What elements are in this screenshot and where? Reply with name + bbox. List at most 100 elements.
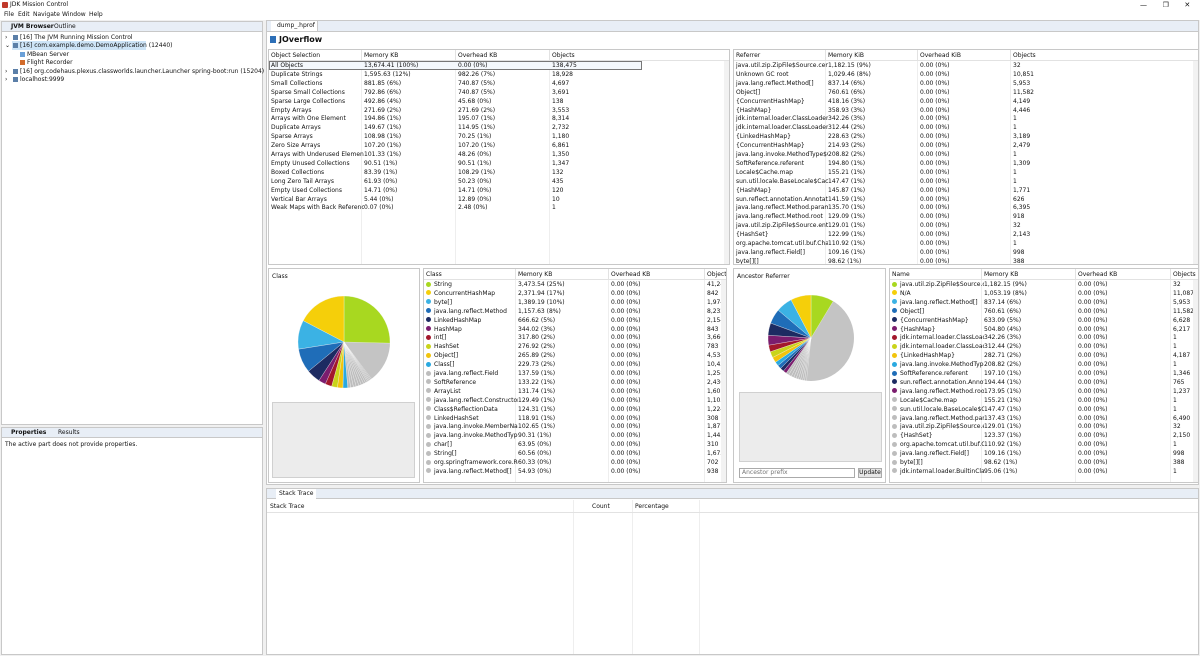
table-cell[interactable]: 881.85 (6%): [364, 79, 402, 87]
table-cell[interactable]: 5,953: [1013, 79, 1031, 87]
table-cell[interactable]: jdk.internal.loader.ClassLoaders$P: [890, 342, 984, 351]
table-cell[interactable]: 0.00 (0%): [920, 159, 950, 167]
tree-toggle[interactable]: ›: [5, 68, 8, 75]
table-cell[interactable]: String[]: [424, 449, 518, 458]
window-controls[interactable]: — ❐ ✕: [1140, 1, 1191, 9]
tree-item[interactable]: MBean Server: [27, 51, 70, 58]
table-cell[interactable]: 208.82 (2%): [828, 151, 866, 158]
table-cell[interactable]: 1: [1013, 168, 1017, 176]
table-cell[interactable]: 0.00 (0%): [1078, 370, 1108, 377]
table-cell[interactable]: 228.63 (2%): [828, 133, 866, 141]
table-cell[interactable]: 308: [707, 414, 719, 422]
table-cell[interactable]: 102.65 (1%): [518, 423, 556, 431]
panel-tab[interactable]: Results: [58, 429, 80, 436]
table-cell[interactable]: {HashSet}: [890, 431, 984, 440]
table-cell[interactable]: 783: [707, 343, 719, 351]
tree-item[interactable]: Flight Recorder: [27, 59, 73, 66]
table-cell[interactable]: Sparse Arrays: [271, 133, 313, 141]
table-cell[interactable]: Boxed Collections: [271, 168, 325, 176]
table-cell[interactable]: Locale$Cache.map: [890, 396, 984, 405]
table-cell[interactable]: 1: [1173, 467, 1177, 475]
table-cell[interactable]: Object[]: [424, 351, 518, 360]
table-cell[interactable]: 50.23 (0%): [458, 177, 492, 185]
table-cell[interactable]: sun.reflect.annotation.Annotation: [736, 195, 828, 203]
table-cell[interactable]: 1,180: [552, 133, 570, 141]
table-cell[interactable]: 0.00 (0%): [920, 240, 950, 247]
table-cell[interactable]: N/A: [890, 289, 984, 298]
table-cell[interactable]: 4,446: [1013, 106, 1031, 114]
table-cell[interactable]: 998: [1013, 248, 1025, 256]
table-cell[interactable]: {HashSet}: [736, 231, 769, 239]
table-cell[interactable]: 0.07 (0%): [364, 204, 394, 212]
column-header[interactable]: Objects: [1011, 50, 1198, 61]
table-cell[interactable]: 702: [707, 459, 719, 466]
table-cell[interactable]: {HashMap}: [736, 186, 772, 194]
table-cell[interactable]: 1,673: [707, 450, 725, 458]
table-cell[interactable]: 358.93 (3%): [828, 106, 866, 114]
table-cell[interactable]: Small Collections: [271, 79, 323, 87]
table-cell[interactable]: 110.92 (1%): [828, 240, 866, 247]
table-cell[interactable]: 108.98 (1%): [364, 133, 402, 141]
table-cell[interactable]: 122.99 (1%): [828, 231, 866, 239]
table-cell[interactable]: 155.21 (1%): [984, 396, 1022, 404]
table-cell[interactable]: 1,601: [707, 387, 725, 395]
table-cell[interactable]: 792.86 (6%): [364, 88, 402, 96]
table-cell[interactable]: 2,371.94 (17%): [518, 289, 565, 297]
table-cell[interactable]: 0.00 (0%): [1078, 307, 1108, 315]
table-cell[interactable]: 141.59 (1%): [828, 195, 866, 203]
table-cell[interactable]: LinkedHashSet: [424, 414, 518, 423]
table-cell[interactable]: 6,217: [1173, 325, 1191, 333]
table-cell[interactable]: Unknown GC root: [736, 70, 789, 78]
table-cell[interactable]: 2,732: [552, 124, 570, 132]
table-cell[interactable]: 5.44 (0%): [364, 195, 394, 203]
column-header[interactable]: Memory KB: [516, 269, 609, 280]
table-cell[interactable]: 90.31 (1%): [518, 432, 552, 440]
table-cell[interactable]: 982.26 (7%): [458, 70, 496, 78]
table-cell[interactable]: Weak Maps with Back References: [271, 204, 364, 212]
ancestor-prefix-input[interactable]: Ancestor prefix: [739, 468, 855, 478]
table-cell[interactable]: 1: [1173, 361, 1177, 369]
column-header[interactable]: Memory KiB: [826, 50, 918, 61]
table-cell[interactable]: 1,105: [707, 396, 725, 404]
table-cell[interactable]: org.apache.tomcat.util.buf.Charset: [890, 440, 984, 449]
table-cell[interactable]: 271.69 (2%): [364, 106, 402, 114]
table-cell[interactable]: byte[]: [424, 298, 518, 307]
table-cell[interactable]: 107.20 (1%): [458, 142, 496, 150]
table-cell[interactable]: 388: [1013, 257, 1025, 265]
table-cell[interactable]: 110.92 (1%): [984, 441, 1022, 449]
table-cell[interactable]: 1,771: [1013, 186, 1031, 194]
table-cell[interactable]: sun.util.locale.BaseLocale$Cache: [890, 405, 984, 414]
table-cell[interactable]: 0.00 (0%): [1078, 467, 1108, 475]
table-cell[interactable]: SoftReference.referent: [890, 369, 984, 378]
panel-tab[interactable]: Outline: [54, 23, 76, 30]
table-cell[interactable]: 3,189: [1013, 133, 1031, 141]
table-cell[interactable]: java.util.zip.ZipFile$Source.entries: [736, 222, 828, 230]
table-cell[interactable]: 837.14 (6%): [828, 79, 866, 87]
table-cell[interactable]: 0.00 (0%): [611, 459, 641, 466]
table-cell[interactable]: java.lang.reflect.Method[]: [736, 79, 814, 87]
table-cell[interactable]: 0.00 (0%): [920, 151, 950, 158]
table-cell[interactable]: 265.89 (2%): [518, 352, 556, 360]
table-cell[interactable]: Empty Unused Collections: [271, 159, 350, 167]
table-cell[interactable]: java.lang.reflect.Method.paramete: [736, 204, 828, 212]
table-cell[interactable]: 108.29 (1%): [458, 168, 496, 176]
column-header[interactable]: Memory KB: [982, 269, 1076, 280]
table-cell[interactable]: 0.00 (0%): [611, 289, 641, 297]
table-cell[interactable]: 11,582: [1013, 88, 1034, 96]
table-cell[interactable]: jdk.internal.loader.BuiltinClassLoa: [890, 467, 984, 476]
table-cell[interactable]: 1,258: [707, 370, 725, 377]
table-cell[interactable]: Empty Arrays: [271, 106, 312, 114]
table-cell[interactable]: 1,157.63 (8%): [518, 307, 561, 315]
table-cell[interactable]: 120: [552, 186, 564, 194]
table-cell[interactable]: 4,697: [552, 79, 570, 87]
menu-item[interactable]: Navigate: [33, 11, 60, 18]
table-cell[interactable]: 388: [1173, 459, 1185, 466]
table-cell[interactable]: 0.00 (0%): [611, 387, 641, 395]
table-cell[interactable]: 4,149: [1013, 97, 1031, 105]
table-cell[interactable]: java.lang.invoke.MethodType$Con: [736, 151, 828, 158]
table-cell[interactable]: java.util.zip.ZipFile$Source.cen: [890, 280, 984, 289]
table-cell[interactable]: 60.33 (0%): [518, 459, 552, 466]
table-cell[interactable]: java.util.zip.ZipFile$Source.cen: [736, 62, 828, 69]
table-cell[interactable]: 0.00 (0%): [1078, 414, 1108, 422]
table-cell[interactable]: 2,436: [707, 378, 725, 386]
